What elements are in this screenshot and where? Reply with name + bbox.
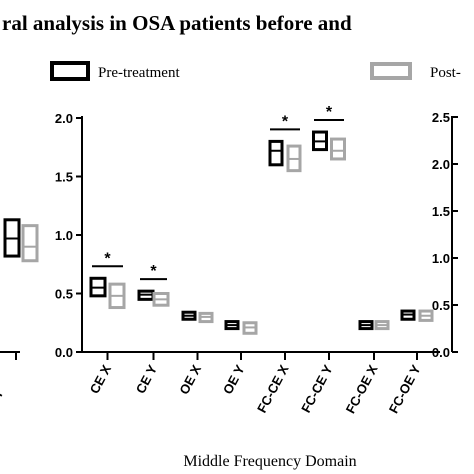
left-panel-category-label: E Y: [0, 386, 7, 412]
significance-star: *: [150, 263, 157, 280]
box-post-5: [330, 137, 346, 161]
chart-title: ral analysis in OSA patients before and: [2, 11, 352, 35]
x-category-label: FC-OE Y: [386, 362, 424, 416]
legend-label-post: Post-: [430, 65, 461, 81]
x-category-label: OE Y: [220, 362, 248, 397]
x-category-label: FC-CE Y: [298, 362, 336, 415]
right-axis-tick-label: 1.5: [432, 204, 450, 219]
left-panel-box: [21, 224, 39, 263]
right-axis-tick-label: 0.5: [432, 298, 450, 313]
y-tick-label: 0.0: [55, 345, 73, 360]
x-axis-label: Middle Frequency Domain: [183, 453, 356, 470]
x-category-label: OE X: [176, 362, 204, 397]
box-pre-4: [268, 139, 284, 167]
right-axis-tick-label: 2.5: [432, 110, 450, 125]
right-axis-tick-label: 2.0: [432, 157, 450, 172]
y-tick-label: 1.0: [55, 228, 73, 243]
legend-swatch-post: [370, 62, 412, 80]
legend-label-pre-treatment: Pre-treatment: [98, 65, 180, 81]
y-tick-label: 0.5: [55, 287, 73, 302]
plot-area: E Y 0.0 0.5 1.0 1.5 2.0 0.0 0.5 1.0 1.5 2.0 2.5 CE X…: [0, 104, 458, 416]
y-tick-label: 2.0: [55, 111, 73, 126]
x-category-label: FC-OE X: [343, 362, 381, 416]
right-axis-tick-label: 1.0: [432, 251, 450, 266]
significance-star: *: [282, 113, 289, 130]
x-category-label: CE X: [87, 362, 115, 396]
significance-star: *: [326, 104, 333, 121]
x-category-label: CE Y: [133, 362, 161, 396]
legend-swatch-pre-treatment: [50, 61, 90, 81]
y-tick-label: 1.5: [55, 170, 73, 185]
right-axis-tick-label: 0.0: [432, 345, 450, 360]
x-category-label: FC-CE X: [254, 362, 292, 415]
significance-star: *: [104, 250, 111, 267]
